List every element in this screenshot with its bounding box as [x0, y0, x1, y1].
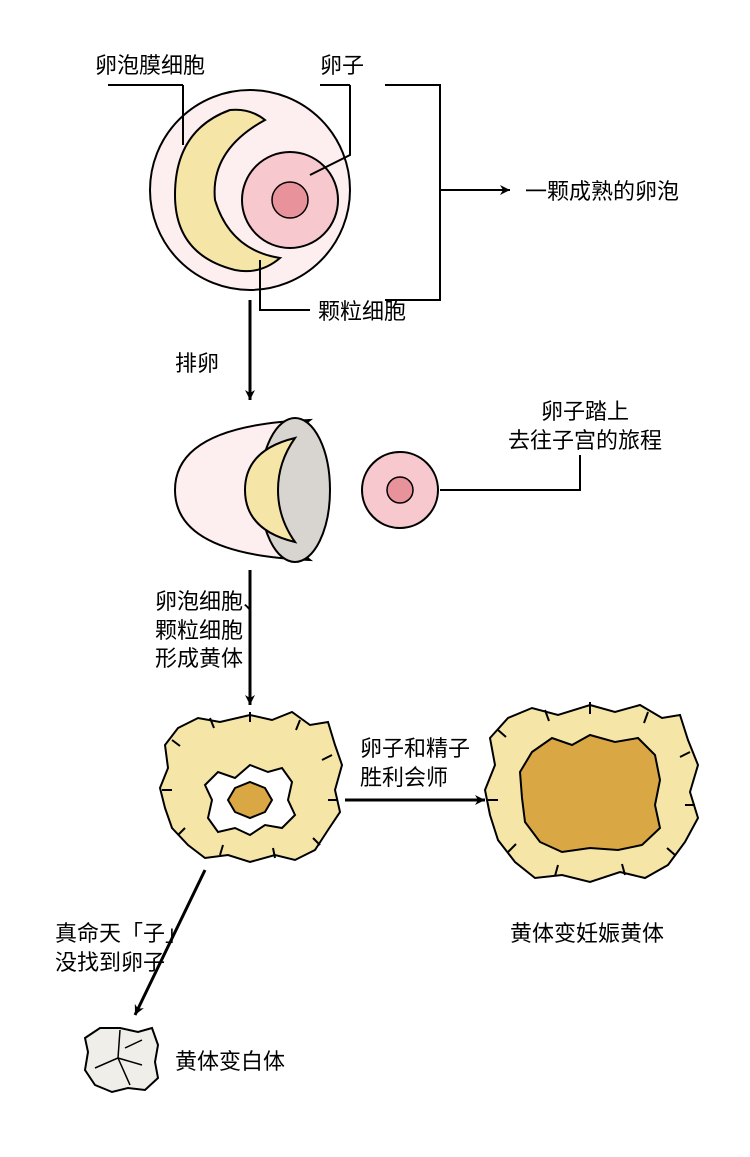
label-oocyte-journey: 卵子踏上 去往子宫的旅程	[495, 398, 675, 455]
label-pregnancy-corpus: 黄体变妊娠黄体	[510, 920, 664, 949]
label-line: 真命天「子」	[55, 921, 187, 946]
label-no-sperm: 真命天「子」 没找到卵子	[55, 920, 187, 977]
mature-follicle	[150, 90, 350, 290]
corpus-luteum	[160, 712, 342, 862]
label-ovulation: 排卵	[175, 350, 219, 379]
label-line: 卵子踏上	[541, 399, 629, 424]
released-oocyte	[362, 452, 438, 528]
label-mature-follicle: 一颗成熟的卵泡	[525, 178, 679, 207]
label-corpus-albicans: 黄体变白体	[175, 1048, 285, 1077]
label-line: 没找到卵子	[55, 950, 165, 975]
label-theca-cell: 卵泡膜细胞	[95, 52, 205, 81]
label-fertilize: 卵子和精子 胜利会师	[360, 735, 470, 792]
ruptured-follicle	[175, 418, 330, 562]
label-line: 形成黄体	[155, 646, 243, 671]
label-line: 颗粒细胞	[155, 618, 243, 643]
label-line: 胜利会师	[360, 765, 448, 790]
diagram-canvas	[0, 0, 750, 1157]
label-line: 去往子宫的旅程	[508, 428, 662, 453]
label-form-corpus: 卵泡细胞、 颗粒细胞 形成黄体	[155, 588, 265, 674]
pregnancy-corpus-luteum	[485, 702, 698, 882]
label-oocyte: 卵子	[320, 52, 364, 81]
label-granulosa-cell: 颗粒细胞	[318, 298, 406, 327]
corpus-albicans-shape	[85, 1028, 158, 1092]
label-line: 卵子和精子	[360, 736, 470, 761]
label-line: 卵泡细胞、	[155, 589, 265, 614]
